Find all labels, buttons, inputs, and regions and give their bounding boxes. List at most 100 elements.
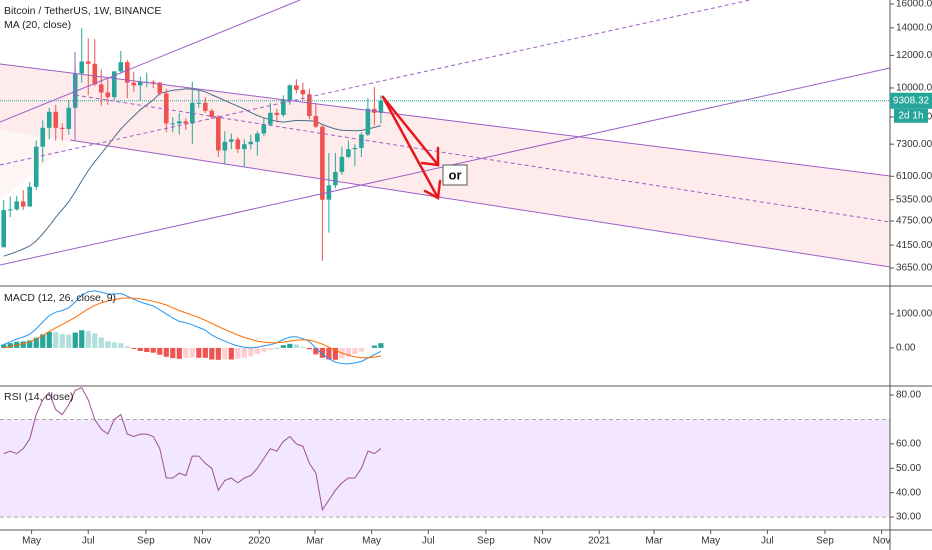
histogram-bar — [1, 344, 7, 348]
y-tick-label: 80.00 — [896, 390, 921, 401]
y-tick-label: 4150.00 — [896, 240, 932, 251]
histogram-bar — [241, 347, 247, 358]
histogram-bar — [365, 347, 371, 349]
candle-body — [229, 139, 234, 142]
y-tick-label: 3650.00 — [896, 263, 932, 274]
candle-body — [157, 82, 163, 94]
candle-body — [203, 102, 208, 111]
candle-body — [352, 147, 358, 150]
candle-body — [33, 146, 39, 187]
countdown-label: 2d 1h — [898, 110, 923, 121]
line — [3, 297, 381, 359]
macd-title: MACD (12, 26, close, 9) — [4, 292, 116, 304]
histogram-bar — [157, 347, 163, 355]
candle-body — [294, 85, 299, 90]
histogram-bar — [358, 347, 364, 352]
annotation: or — [449, 167, 462, 182]
histogram-bar — [46, 331, 52, 348]
rising-dashed — [0, 0, 751, 166]
candle-body — [20, 201, 26, 207]
y-tick-label: 5350.00 — [896, 194, 932, 205]
histogram-bar — [254, 347, 260, 355]
candle-body — [242, 144, 247, 150]
y-tick-label: 50.00 — [896, 463, 921, 474]
candle-body — [346, 149, 351, 157]
histogram-bar — [144, 347, 150, 352]
candle-body — [98, 84, 104, 93]
candle-body — [105, 92, 111, 98]
histogram-bar — [306, 347, 312, 350]
x-tick-label: Nov — [873, 536, 891, 547]
histogram-bar — [137, 347, 143, 351]
histogram-bar — [267, 347, 273, 350]
candle-body — [124, 62, 130, 83]
candle-body — [365, 108, 371, 135]
histogram-bar — [59, 333, 65, 348]
histogram-bar — [228, 347, 234, 360]
histogram-bar — [20, 341, 26, 348]
candle-body — [339, 156, 345, 172]
x-tick-label: 2021 — [588, 536, 611, 547]
x-tick-label: Jul — [761, 536, 774, 547]
candle-body — [216, 117, 221, 151]
candle-body — [300, 89, 306, 95]
histogram-bar — [274, 347, 280, 349]
candle-body — [150, 81, 156, 83]
candle-body — [137, 81, 143, 86]
histogram-bar — [196, 347, 202, 358]
y-tick-label: 0.00 — [896, 343, 916, 354]
candle-body — [183, 121, 189, 124]
x-tick-label: May — [22, 536, 41, 547]
candle-body — [40, 127, 46, 147]
candle-body — [14, 201, 20, 210]
histogram-bar — [170, 347, 176, 359]
y-tick-label: 10000.00 — [896, 83, 932, 94]
candle-body — [313, 115, 319, 127]
channel-bottom — [69, 139, 890, 268]
y-tick-label: 4750.00 — [896, 216, 932, 227]
arrow — [381, 95, 440, 167]
histogram-bar — [150, 347, 156, 353]
candle-body — [261, 124, 267, 134]
histogram-bar — [287, 343, 293, 348]
y-tick-label: 30.00 — [896, 512, 921, 523]
y-tick-label: 6100.00 — [896, 171, 932, 182]
histogram-bar — [313, 347, 319, 355]
candle-body — [170, 123, 176, 125]
annotation-box — [442, 164, 468, 186]
x-tick-label: 2020 — [248, 536, 271, 547]
x-tick-label: Jul — [82, 536, 95, 547]
price-badge-label: 9308.32 — [893, 95, 930, 106]
candle-body — [196, 102, 202, 104]
candle-body — [281, 99, 286, 115]
histogram-bar — [92, 333, 98, 348]
candle-body — [268, 112, 273, 125]
histogram-bar — [176, 347, 182, 359]
histogram-bar — [105, 341, 111, 348]
x-tick-label: Mar — [306, 536, 324, 547]
histogram-bar — [118, 343, 124, 348]
arrow-head — [423, 179, 442, 200]
histogram-bar — [33, 337, 39, 348]
y-tick-label: 14000.00 — [896, 22, 932, 33]
candle-body — [378, 100, 384, 113]
arrows — [381, 95, 442, 200]
y-tick-label: 12000.00 — [896, 50, 932, 61]
histogram-bar — [131, 347, 137, 349]
y-tick-label: 16000.00 — [896, 0, 932, 10]
candle-body — [1, 210, 7, 248]
candle-body — [111, 71, 117, 98]
x-tick-label: May — [701, 536, 720, 547]
candle-body — [79, 61, 85, 74]
histogram-bar — [124, 346, 130, 348]
candle-body — [163, 93, 169, 124]
candle-body — [7, 209, 13, 211]
histogram-bar — [183, 347, 189, 358]
arrow — [381, 95, 440, 200]
histogram-bar — [293, 344, 299, 348]
histogram-bar — [235, 347, 241, 359]
histogram-bar — [300, 346, 306, 348]
histogram-bar — [163, 347, 169, 357]
